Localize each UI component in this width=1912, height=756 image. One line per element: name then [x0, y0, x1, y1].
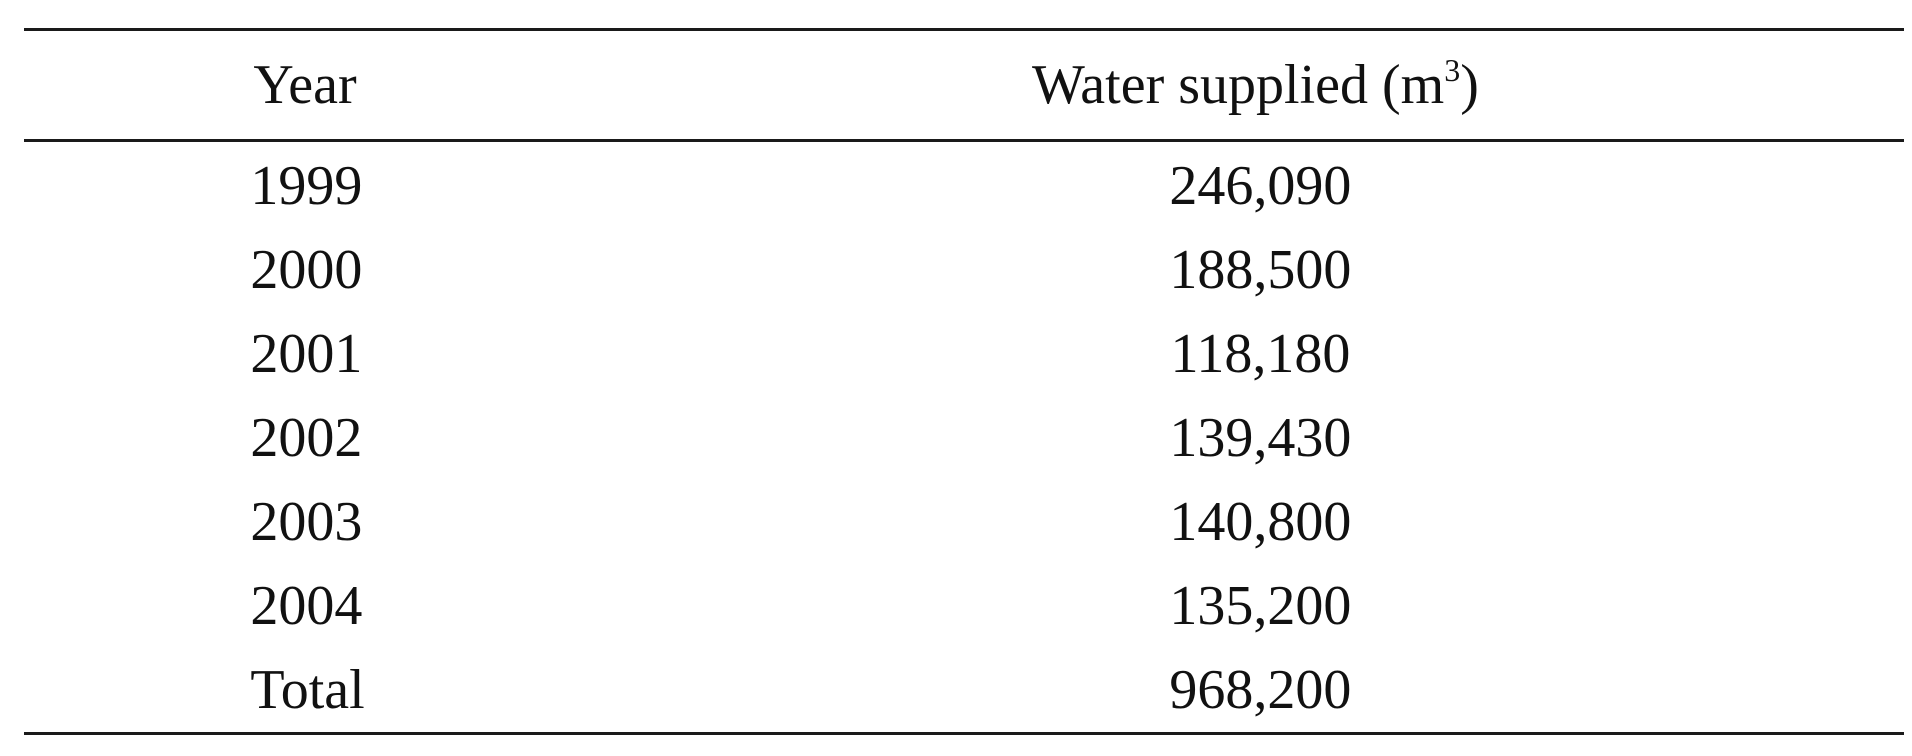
water-cell: 118,180 — [607, 312, 1904, 396]
water-cell: 135,200 — [607, 564, 1904, 648]
year-column-header: Year — [24, 30, 607, 141]
year-header-label: Year — [253, 54, 357, 116]
year-value: 2001 — [250, 323, 363, 385]
water-cell: 139,430 — [607, 396, 1904, 480]
water-header-label: Water supplied (m3) — [1032, 54, 1479, 116]
water-header-prefix: Water supplied (m — [1031, 54, 1445, 116]
data-table-container: Year Water supplied (m3) 1999 246,090 20… — [24, 28, 1904, 735]
year-value: 1999 — [250, 155, 363, 217]
year-value: 2004 — [250, 575, 363, 637]
year-cell: 2004 — [24, 564, 607, 648]
water-value: 246,090 — [1169, 155, 1352, 217]
table-row: 2002 139,430 — [24, 396, 1904, 480]
water-supply-table: Year Water supplied (m3) 1999 246,090 20… — [24, 28, 1904, 735]
water-value: 140,800 — [1169, 491, 1352, 553]
water-header-superscript: 3 — [1444, 52, 1461, 88]
table-body: 1999 246,090 2000 188,500 2001 118,180 2… — [24, 141, 1904, 734]
total-value: 968,200 — [1169, 659, 1352, 721]
year-value: 2003 — [250, 491, 363, 553]
total-label-cell: Total — [24, 648, 607, 734]
water-cell: 246,090 — [607, 141, 1904, 229]
year-cell: 1999 — [24, 141, 607, 229]
water-column-header: Water supplied (m3) — [607, 30, 1904, 141]
total-row: Total 968,200 — [24, 648, 1904, 734]
water-value: 135,200 — [1169, 575, 1352, 637]
table-row: 2003 140,800 — [24, 480, 1904, 564]
table-row: 2004 135,200 — [24, 564, 1904, 648]
header-row: Year Water supplied (m3) — [24, 29, 1904, 141]
table-row: 1999 246,090 — [24, 141, 1904, 229]
table-row: 2001 118,180 — [24, 312, 1904, 396]
year-cell: 2002 — [24, 396, 607, 480]
year-cell: 2000 — [24, 228, 607, 312]
table-row: 2000 188,500 — [24, 228, 1904, 312]
total-value-cell: 968,200 — [607, 648, 1904, 734]
water-cell: 188,500 — [607, 228, 1904, 312]
water-value: 139,430 — [1169, 407, 1352, 469]
total-label: Total — [250, 659, 365, 721]
water-cell: 140,800 — [607, 480, 1904, 564]
year-cell: 2003 — [24, 480, 607, 564]
water-header-suffix: ) — [1460, 54, 1479, 116]
year-value: 2002 — [250, 407, 363, 469]
water-value: 188,500 — [1169, 239, 1352, 301]
year-cell: 2001 — [24, 312, 607, 396]
water-value: 118,180 — [1170, 323, 1351, 385]
year-value: 2000 — [250, 239, 363, 301]
table-header: Year Water supplied (m3) — [24, 29, 1904, 141]
